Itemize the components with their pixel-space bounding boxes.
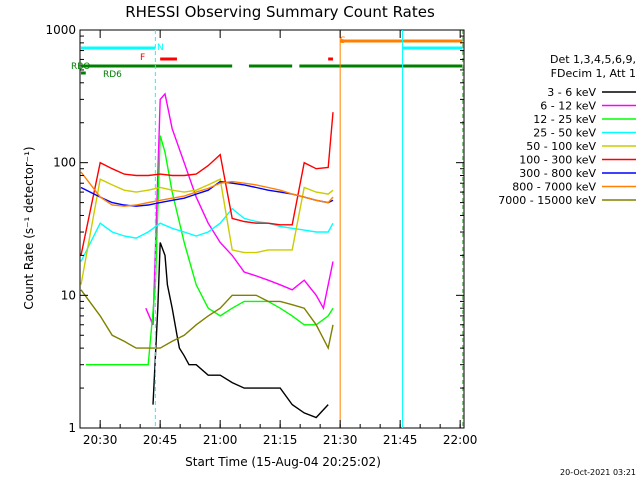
markers-layer <box>154 30 464 428</box>
x-axis-label: Start Time (15-Aug-04 20:25:02) <box>185 455 381 469</box>
legend-entry-label: 25 - 50 keV <box>533 127 596 140</box>
x-tick-label: 21:15 <box>263 433 298 447</box>
flag-rd6-label: RD6 <box>103 70 122 80</box>
plot-frame <box>79 29 465 429</box>
legend-entry-label: 3 - 6 keV <box>547 86 596 99</box>
legend-entry-label: 6 - 12 keV <box>540 100 596 113</box>
series-layer <box>80 92 334 419</box>
series-line-8 <box>80 289 334 351</box>
legend-entry-label: 7000 - 15000 keV <box>498 194 596 207</box>
series-line-7 <box>80 171 334 207</box>
series-line-4 <box>80 178 334 285</box>
legend-entry-label: 300 - 800 keV <box>519 167 596 180</box>
flags-layer: RBO RD6 N F S <box>71 36 463 80</box>
legend-entry-label: 12 - 25 keV <box>533 113 596 126</box>
legend-entry-label: 800 - 7000 keV <box>512 181 596 194</box>
y-tick-label: 10 <box>61 288 76 302</box>
series-line-2 <box>85 135 334 366</box>
y-axis-label: Count Rate (s⁻¹ detector⁻¹) <box>22 146 36 309</box>
flag-n-label: N <box>157 43 164 53</box>
x-tick-label: 20:45 <box>143 433 178 447</box>
flag-rbo-label: RBO <box>71 62 90 72</box>
series-line-0 <box>152 242 329 419</box>
legend-header-line1: Det 1,3,4,5,6,9, <box>550 53 636 66</box>
x-tick-label: 22:00 <box>443 433 478 447</box>
flag-f-label: F <box>140 53 145 63</box>
y-tick-label: 1000 <box>45 23 76 37</box>
x-tick-label: 21:30 <box>323 433 358 447</box>
footer-date: 20-Oct-2021 03:21 <box>560 468 636 477</box>
series-line-3 <box>80 207 334 262</box>
legend-entry-label: 50 - 100 keV <box>526 140 596 153</box>
series-line-1 <box>145 92 334 326</box>
y-ticks: 1 10 100 1000 <box>45 23 464 435</box>
flag-s-label: S <box>340 36 346 46</box>
chart-title: RHESSI Observing Summary Count Rates <box>125 3 435 21</box>
x-tick-label: 20:30 <box>83 433 118 447</box>
y-tick-label: 100 <box>53 156 76 170</box>
x-tick-label: 21:45 <box>383 433 418 447</box>
x-ticks: 20:30 20:45 21:00 21:15 21:30 21:45 22:00 <box>83 30 478 447</box>
y-tick-label: 1 <box>68 421 76 435</box>
series-line-5 <box>80 112 334 256</box>
x-tick-label: 21:00 <box>203 433 238 447</box>
legend-header-line2: FDecim 1, Att 1 <box>551 67 636 80</box>
legend-entry-label: 100 - 300 keV <box>519 154 596 167</box>
